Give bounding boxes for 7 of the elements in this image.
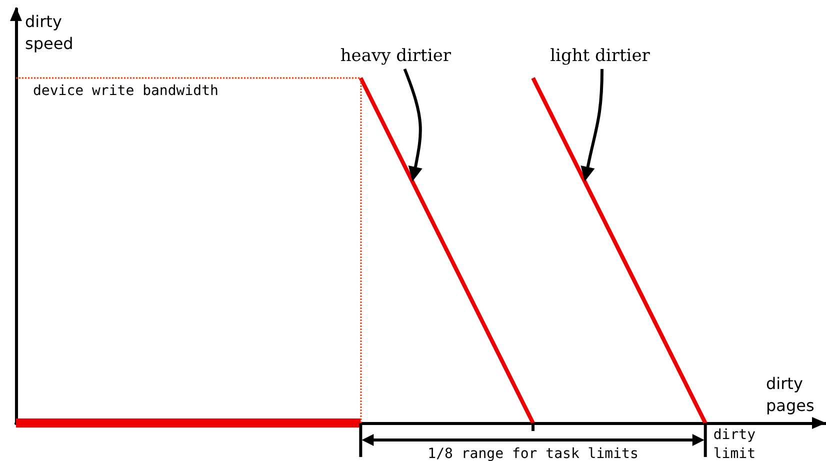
text: dirty limit: [713, 427, 756, 461]
y-axis-title: dirty speed: [25, 12, 74, 53]
series-label: heavy dirtier: [340, 46, 452, 66]
ref-line-label: device write bandwidth: [33, 83, 218, 99]
series-label: light dirtier: [550, 46, 651, 66]
x-axis-title: dirty pages: [766, 374, 814, 415]
text: 1/8 range for task limits: [428, 446, 638, 461]
